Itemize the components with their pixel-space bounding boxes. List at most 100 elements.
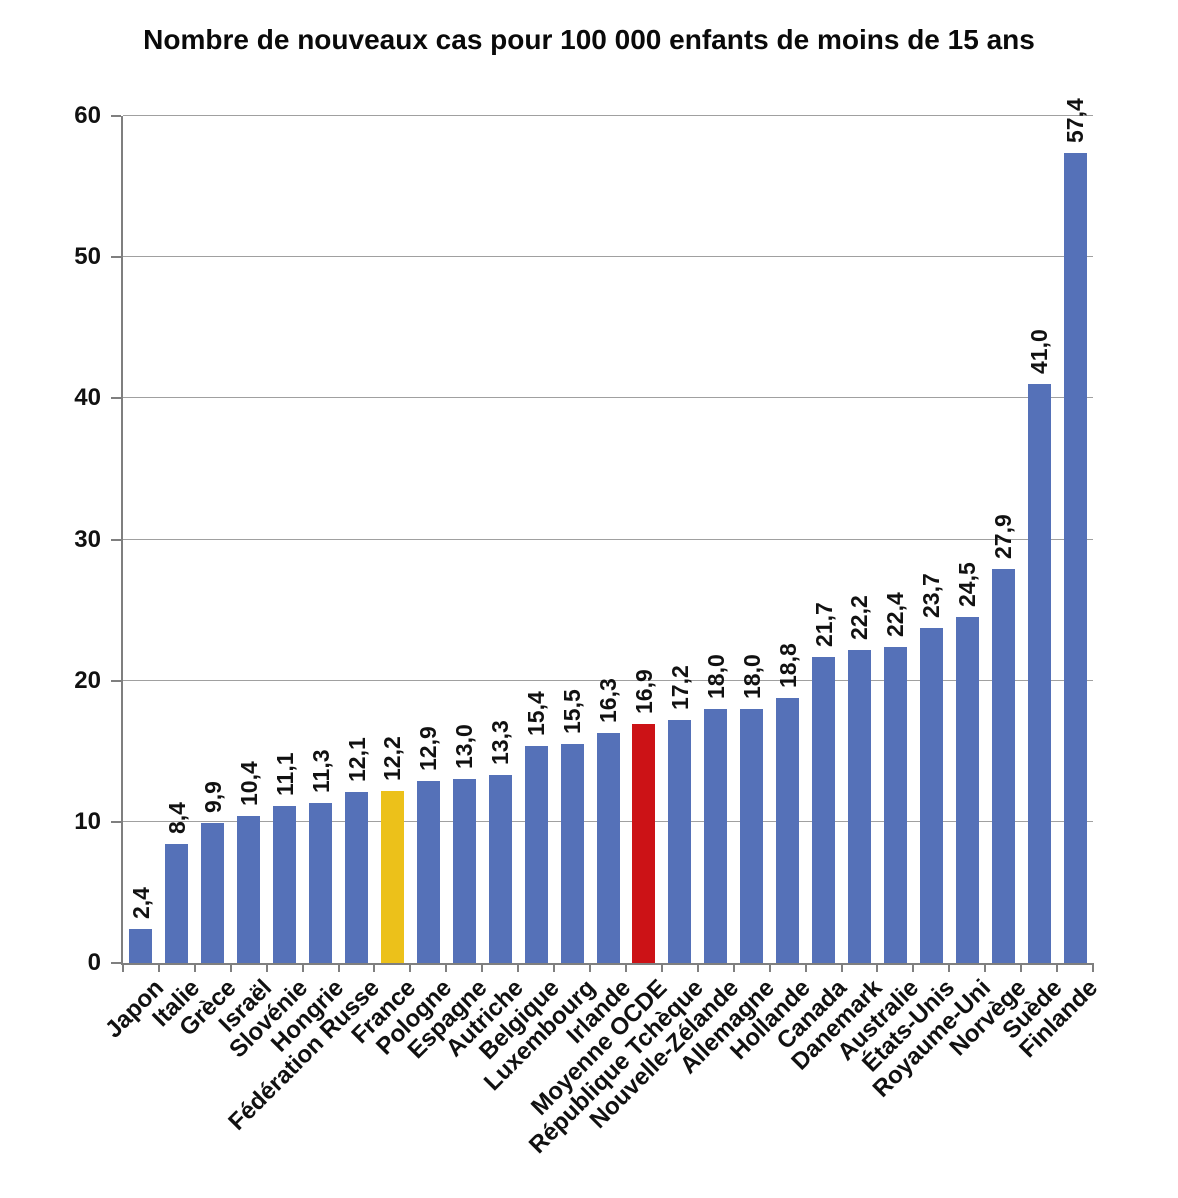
y-tick-label-50: 50 [74,243,101,271]
y-tick-10 [111,820,121,823]
bar-norvege [991,569,1015,963]
x-axis-line [121,963,1093,965]
value-label-espagne: 13,0 [451,724,478,769]
value-label-nouvelle-zelande: 18,0 [702,654,729,699]
bar-nouvelle-zelande [704,709,728,963]
y-tick-label-40: 40 [74,384,101,412]
gridline-30 [123,538,1093,540]
y-tick-0 [111,962,121,964]
bar-australie [883,647,907,963]
bar-luxembourg [560,744,584,963]
value-label-norvege: 27,9 [990,514,1017,559]
plot-area: 0 10 20 30 40 50 60 2,4 Japon 8,4 Italie 9,9 Grèce 10… [74,98,1103,1159]
x-axis-tick-25 [1020,963,1023,972]
x-axis-tick-9 [445,963,448,972]
bar-suede [1027,384,1051,963]
value-label-autriche: 13,3 [487,720,514,765]
value-label-slovenie: 11,1 [271,752,298,797]
value-label-luxembourg: 15,5 [559,689,586,734]
x-axis-tick-27 [1092,963,1094,972]
bar-danemark [847,650,871,963]
chart-title: Nombre de nouveaux cas pour 100 000 enfa… [143,24,1035,55]
value-label-australie: 22,4 [882,592,909,637]
y-tick-40 [111,397,121,400]
bar-pologne [416,781,440,963]
bar-moyenne-ocde [632,724,656,963]
value-label-irlande: 16,3 [595,678,621,723]
gridline-60 [123,115,1093,116]
bar-japon [129,929,153,963]
bar-belgique [524,746,548,963]
bar-hollande [776,698,800,963]
y-tick-20 [111,679,121,682]
y-tick-60 [111,115,121,117]
x-axis-tick-14 [624,963,627,972]
value-label-pologne: 12,9 [415,726,442,771]
x-axis-tick-15 [660,963,663,972]
x-axis-tick-19 [804,963,807,972]
bar-finlande [1063,153,1087,963]
x-axis-tick-7 [373,963,376,972]
bar-autriche [488,775,512,963]
value-label-hongrie: 11,3 [307,749,334,794]
value-label-belgique: 15,4 [523,691,550,736]
value-label-moyenne-ocde: 16,9 [630,669,657,714]
x-axis-tick-22 [912,963,915,972]
value-label-hollande: 18,8 [774,643,801,688]
x-axis-tick-3 [229,963,232,972]
x-axis-tick-12 [553,963,556,972]
value-label-royaume-uni: 24,5 [954,562,981,607]
x-axis-tick-24 [984,963,987,972]
bar-slovenie [273,806,297,963]
gridline-40 [123,397,1093,399]
y-tick-label-10: 10 [74,807,101,835]
x-axis-tick-8 [409,963,412,972]
bar-espagne [452,779,476,963]
x-axis-tick-16 [696,963,699,972]
value-label-japon: 2,4 [127,887,154,919]
value-label-canada: 21,7 [810,602,837,647]
value-label-italie: 8,4 [163,802,190,834]
bar-etats-unis [919,628,943,963]
bar-hongrie [309,803,333,963]
bar-royaume-uni [955,617,979,963]
gridline-20 [123,679,1093,681]
x-axis-tick-13 [589,963,592,972]
x-axis-tick-18 [768,963,771,972]
bar-republique-tcheque [668,720,692,963]
x-axis-tick-6 [337,963,340,972]
x-axis-tick-1 [157,963,160,972]
x-axis-tick-4 [265,963,268,972]
value-label-suede: 41,0 [1026,329,1053,374]
value-label-finlande: 57,4 [1062,98,1089,143]
value-label-france: 12,2 [379,736,406,781]
y-axis-line [121,116,123,965]
bar-grece [201,823,225,963]
bar-allemagne [740,709,764,963]
bar-federation-russe [345,792,369,963]
bar-irlande [596,733,620,963]
x-axis-tick-2 [193,963,196,972]
value-label-israel: 10,4 [235,761,262,806]
x-axis-tick-0 [122,963,124,972]
bar-italie [165,844,189,963]
y-tick-label-0: 0 [87,949,101,976]
y-tick-label-20: 20 [74,666,101,694]
bar-france [380,791,404,963]
y-tick-50 [111,256,121,259]
value-label-republique-tcheque: 17,2 [666,665,693,710]
value-label-federation-russe: 12,1 [343,737,370,782]
x-axis-tick-17 [732,963,735,972]
gridline-50 [123,256,1093,258]
x-axis-tick-26 [1056,963,1059,972]
bar-canada [812,657,836,963]
y-tick-label-30: 30 [74,525,101,553]
value-label-grece: 9,9 [199,781,226,813]
y-tick-30 [111,538,121,541]
value-label-danemark: 22,2 [846,595,873,640]
x-axis-tick-20 [840,963,843,972]
x-axis-tick-11 [517,963,520,972]
x-axis-tick-21 [876,963,879,972]
value-label-allemagne: 18,0 [738,654,765,699]
